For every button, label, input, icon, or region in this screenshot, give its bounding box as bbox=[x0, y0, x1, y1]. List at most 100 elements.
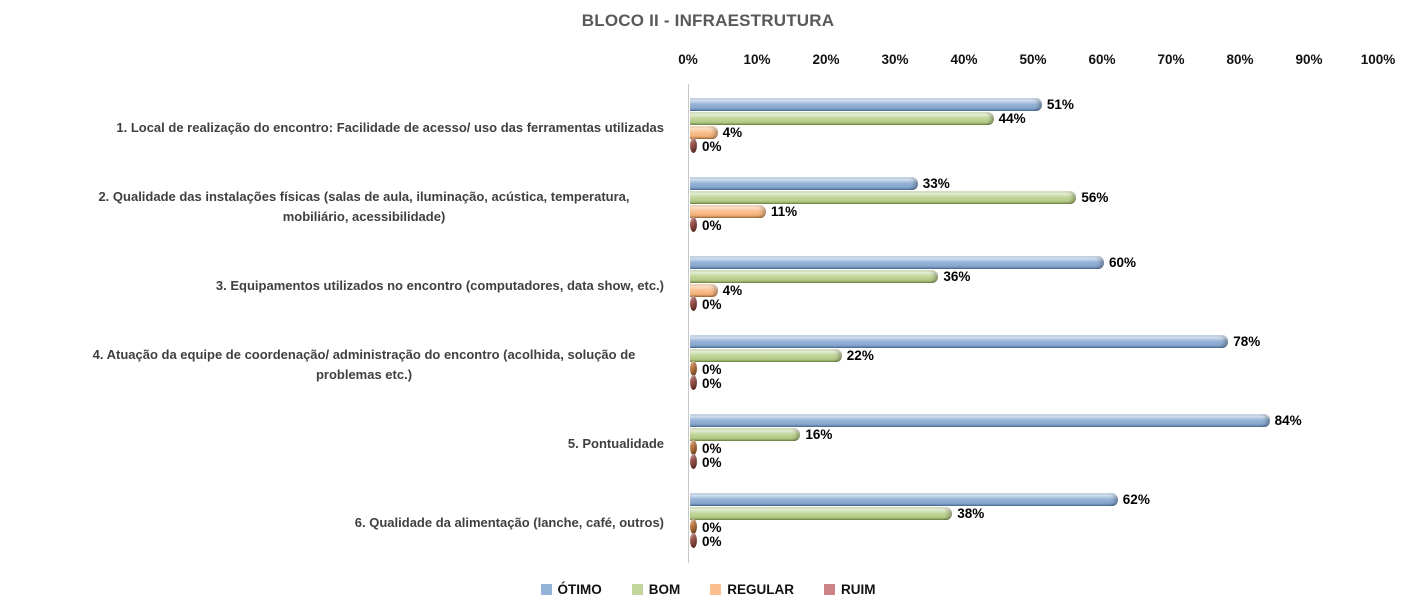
bar-value-label: 78% bbox=[1233, 333, 1261, 349]
bar-line: 0% bbox=[690, 533, 1150, 549]
bar-value-label: 0% bbox=[702, 296, 722, 312]
legend-item-bom: BOM bbox=[631, 582, 680, 597]
bar-line: 62% bbox=[690, 492, 1150, 506]
bar-line: 36% bbox=[690, 269, 1136, 283]
bar-bom bbox=[690, 348, 842, 362]
y-axis-line bbox=[688, 84, 689, 563]
x-axis-tick-label: 70% bbox=[1157, 52, 1185, 67]
bar-value-label: 51% bbox=[1046, 96, 1074, 112]
bar-value-label: 0% bbox=[702, 375, 722, 391]
bar-line: 16% bbox=[690, 427, 1302, 441]
bar-value-label: 33% bbox=[922, 175, 950, 191]
bar-line: 38% bbox=[690, 506, 1150, 520]
category-label-text: 5. Pontualidade bbox=[567, 435, 664, 451]
bar-line: 78% bbox=[690, 334, 1260, 348]
category-label: 3. Equipamentos utilizados no encontro (… bbox=[0, 246, 664, 325]
bar-line: 0% bbox=[690, 454, 1302, 469]
bar-otimo bbox=[690, 334, 1229, 348]
bar-value-label: 4% bbox=[722, 282, 743, 298]
category-row: 4. Atuação da equipe de coordenação/ adm… bbox=[0, 325, 1416, 404]
bar-line: 60% bbox=[690, 255, 1136, 269]
x-axis-tick-label: 0% bbox=[678, 52, 698, 67]
bar-line: 44% bbox=[690, 111, 1074, 125]
bar-value-label: 62% bbox=[1122, 491, 1150, 507]
bar-bom bbox=[690, 190, 1077, 204]
bar-line: 11% bbox=[690, 204, 1108, 218]
x-axis-tick-label: 50% bbox=[1019, 52, 1047, 67]
bar-ruim bbox=[690, 533, 697, 548]
bar-line: 84% bbox=[690, 413, 1302, 427]
bar-ruim bbox=[690, 375, 697, 390]
category-row: 3. Equipamentos utilizados no encontro (… bbox=[0, 246, 1416, 325]
legend-swatch-ruim bbox=[824, 584, 835, 595]
bar-line: 22% bbox=[690, 348, 1260, 362]
legend-item-ruim: RUIM bbox=[824, 582, 876, 597]
bar-otimo bbox=[690, 176, 918, 190]
bar-bom bbox=[690, 111, 994, 125]
x-axis-tick-label: 100% bbox=[1360, 52, 1396, 67]
bar-group: 84% 16% 0% 0% bbox=[690, 413, 1302, 469]
category-label: 6. Qualidade da alimentação (lanche, caf… bbox=[0, 483, 664, 562]
x-axis-tick-label: 60% bbox=[1088, 52, 1116, 67]
legend-label-ruim: RUIM bbox=[841, 582, 876, 597]
bar-value-label: 16% bbox=[805, 426, 833, 442]
legend-label-regular: REGULAR bbox=[727, 582, 794, 597]
legend: ÓTIMO BOM REGULAR RUIM bbox=[0, 582, 1416, 597]
bar-ruim bbox=[690, 454, 697, 469]
bar-line: 4% bbox=[690, 283, 1136, 297]
bar-line: 0% bbox=[690, 375, 1260, 391]
bar-value-label: 22% bbox=[846, 347, 874, 363]
bar-line: 0% bbox=[690, 138, 1074, 154]
bar-otimo bbox=[690, 492, 1118, 506]
bar-line: 4% bbox=[690, 125, 1074, 139]
category-label: 2. Qualidade das instalações físicas (sa… bbox=[0, 167, 664, 246]
category-row: 2. Qualidade das instalações físicas (sa… bbox=[0, 167, 1416, 246]
chart-title: BLOCO II - INFRAESTRUTURA bbox=[581, 11, 835, 30]
category-row: 6. Qualidade da alimentação (lanche, caf… bbox=[0, 483, 1416, 562]
bar-value-label: 0% bbox=[702, 519, 722, 535]
legend-item-regular: REGULAR bbox=[710, 582, 794, 597]
legend-swatch-regular bbox=[710, 584, 722, 595]
bar-line: 33% bbox=[690, 176, 1108, 190]
bar-line: 51% bbox=[690, 97, 1074, 111]
bar-value-label: 38% bbox=[957, 505, 985, 521]
x-axis-tick-label: 80% bbox=[1226, 52, 1254, 67]
bar-otimo bbox=[690, 413, 1270, 427]
bar-line: 0% bbox=[690, 361, 1260, 376]
category-row: 1. Local de realização do encontro: Faci… bbox=[0, 88, 1416, 167]
legend-swatch-bom bbox=[631, 584, 643, 595]
bar-value-label: 84% bbox=[1274, 412, 1302, 428]
bar-group: 60% 36% 4% 0% bbox=[690, 255, 1136, 311]
bar-regular bbox=[690, 519, 697, 534]
bar-value-label: 60% bbox=[1109, 254, 1137, 270]
bar-regular bbox=[690, 204, 766, 218]
bar-value-label: 36% bbox=[943, 268, 971, 284]
bar-regular bbox=[690, 283, 718, 297]
bar-line: 0% bbox=[690, 217, 1108, 233]
x-axis-tick-label: 40% bbox=[950, 52, 978, 67]
bar-otimo bbox=[690, 255, 1104, 269]
bar-line: 0% bbox=[690, 296, 1136, 312]
category-label-text: 4. Atuação da equipe de coordenação/ adm… bbox=[92, 347, 636, 382]
category-label-text: 1. Local de realização do encontro: Faci… bbox=[116, 119, 664, 135]
bar-otimo bbox=[690, 97, 1042, 111]
bar-line: 56% bbox=[690, 190, 1108, 204]
bar-value-label: 4% bbox=[722, 124, 743, 140]
bar-value-label: 11% bbox=[770, 203, 798, 219]
bar-bom bbox=[690, 506, 953, 520]
category-row: 5. Pontualidade 84% 16% 0% 0% bbox=[0, 404, 1416, 483]
bar-ruim bbox=[690, 217, 697, 232]
bar-value-label: 0% bbox=[702, 217, 722, 233]
x-axis-tick-label: 90% bbox=[1295, 52, 1323, 67]
bar-value-label: 0% bbox=[702, 440, 722, 456]
category-label-text: 3. Equipamentos utilizados no encontro (… bbox=[215, 277, 664, 293]
bar-group: 51% 44% 4% 0% bbox=[690, 97, 1074, 153]
legend-swatch-otimo bbox=[540, 584, 552, 595]
category-label-text: 6. Qualidade da alimentação (lanche, caf… bbox=[354, 514, 664, 530]
x-axis-tick-label: 20% bbox=[812, 52, 840, 67]
bar-value-label: 0% bbox=[702, 533, 722, 549]
bar-value-label: 0% bbox=[702, 138, 722, 154]
bar-line: 0% bbox=[690, 519, 1150, 535]
category-label: 4. Atuação da equipe de coordenação/ adm… bbox=[0, 325, 664, 404]
